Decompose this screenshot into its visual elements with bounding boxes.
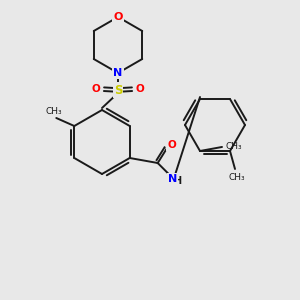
Text: N: N [113,68,123,78]
Text: O: O [113,12,123,22]
Text: O: O [136,84,144,94]
Text: O: O [92,84,100,94]
Text: S: S [114,83,122,97]
Text: O: O [167,140,176,150]
Text: CH₃: CH₃ [226,142,243,152]
Text: N: N [168,174,177,184]
Text: CH₃: CH₃ [229,173,245,182]
Text: H: H [173,176,181,186]
Text: CH₃: CH₃ [46,107,63,116]
